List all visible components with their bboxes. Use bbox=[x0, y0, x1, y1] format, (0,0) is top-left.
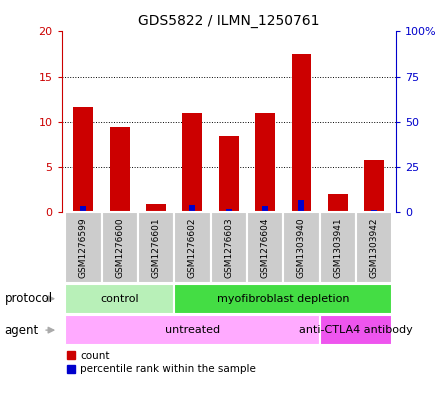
FancyBboxPatch shape bbox=[138, 212, 174, 283]
FancyBboxPatch shape bbox=[283, 212, 320, 283]
Text: GSM1276600: GSM1276600 bbox=[115, 217, 124, 278]
Bar bbox=[110, 127, 130, 212]
Text: protocol: protocol bbox=[4, 292, 52, 305]
Bar bbox=[219, 136, 239, 212]
FancyBboxPatch shape bbox=[320, 315, 392, 345]
Text: agent: agent bbox=[4, 323, 39, 337]
Text: GSM1303941: GSM1303941 bbox=[334, 217, 342, 278]
Bar bbox=[371, 209, 377, 212]
Text: GSM1276602: GSM1276602 bbox=[188, 217, 197, 278]
Bar bbox=[190, 205, 195, 212]
FancyBboxPatch shape bbox=[247, 212, 283, 283]
Bar bbox=[183, 113, 202, 212]
Bar bbox=[262, 206, 268, 212]
Text: GSM1276603: GSM1276603 bbox=[224, 217, 233, 278]
Bar bbox=[117, 211, 123, 212]
Legend: count, percentile rank within the sample: count, percentile rank within the sample bbox=[67, 351, 256, 374]
Bar bbox=[153, 211, 159, 212]
FancyBboxPatch shape bbox=[174, 212, 211, 283]
FancyBboxPatch shape bbox=[356, 212, 392, 283]
Text: untreated: untreated bbox=[165, 325, 220, 335]
Bar bbox=[292, 54, 312, 212]
Text: control: control bbox=[100, 294, 139, 304]
Text: GSM1276601: GSM1276601 bbox=[152, 217, 161, 278]
Text: GDS5822 / ILMN_1250761: GDS5822 / ILMN_1250761 bbox=[138, 14, 319, 28]
Bar bbox=[73, 107, 93, 212]
Text: myofibroblast depletion: myofibroblast depletion bbox=[217, 294, 349, 304]
Bar bbox=[226, 209, 232, 212]
Text: GSM1303942: GSM1303942 bbox=[370, 217, 379, 278]
Bar bbox=[364, 160, 384, 212]
FancyBboxPatch shape bbox=[65, 315, 320, 345]
Text: anti-CTLA4 antibody: anti-CTLA4 antibody bbox=[299, 325, 413, 335]
Bar bbox=[335, 211, 341, 212]
FancyBboxPatch shape bbox=[320, 212, 356, 283]
Text: GSM1276599: GSM1276599 bbox=[79, 217, 88, 278]
Text: GSM1276604: GSM1276604 bbox=[260, 217, 270, 278]
FancyBboxPatch shape bbox=[65, 284, 174, 314]
FancyBboxPatch shape bbox=[211, 212, 247, 283]
Text: GSM1303940: GSM1303940 bbox=[297, 217, 306, 278]
Bar bbox=[146, 204, 166, 212]
Bar bbox=[328, 194, 348, 212]
Bar bbox=[298, 200, 304, 212]
Bar bbox=[255, 113, 275, 212]
FancyBboxPatch shape bbox=[102, 212, 138, 283]
FancyBboxPatch shape bbox=[65, 212, 102, 283]
Bar bbox=[81, 206, 86, 212]
FancyBboxPatch shape bbox=[174, 284, 392, 314]
